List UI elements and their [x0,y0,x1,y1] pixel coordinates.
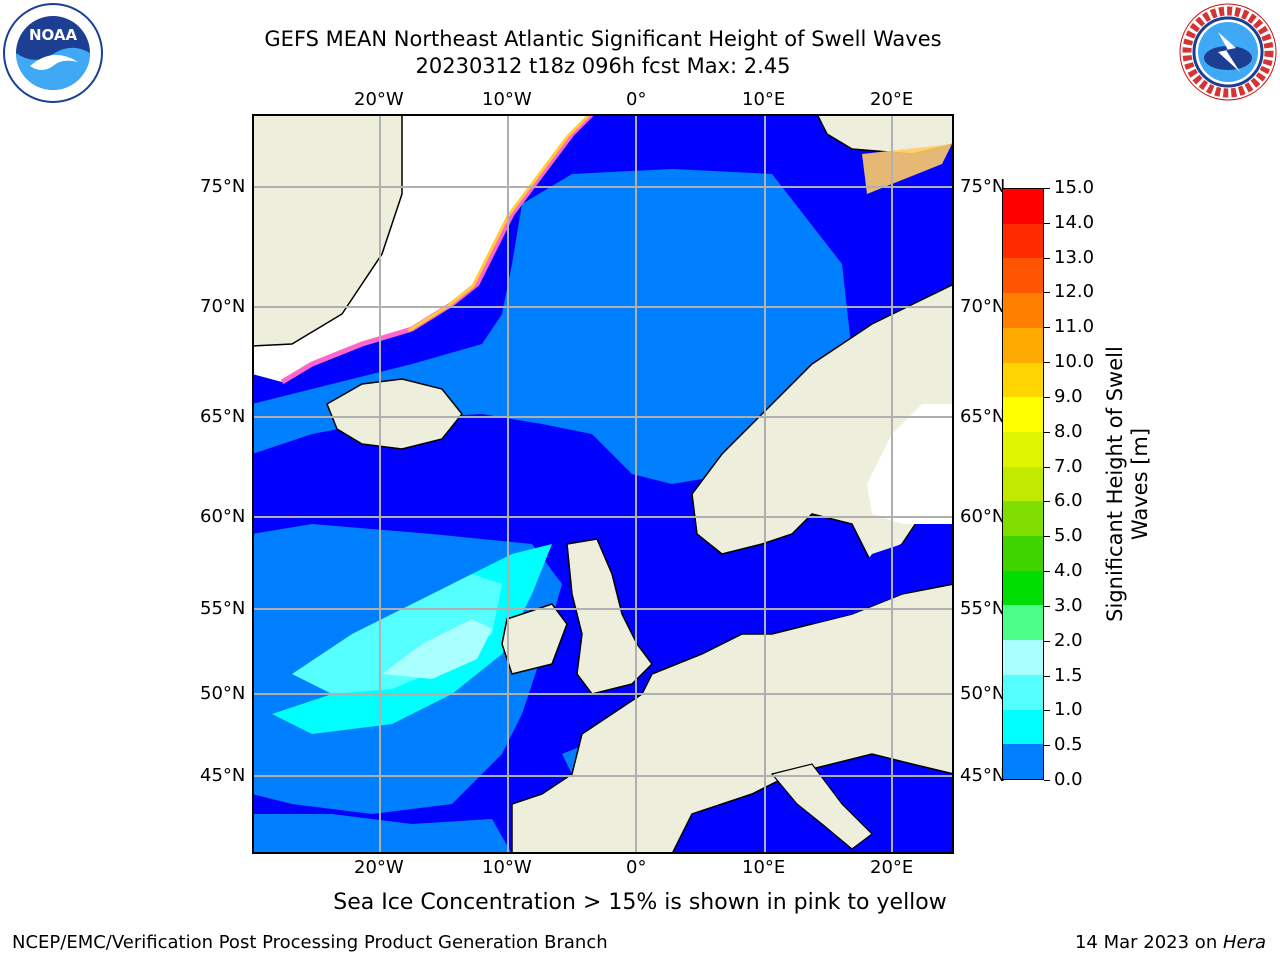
lon-label-bottom-20e: 20°E [870,857,914,878]
colorbar-tick-mark [1044,571,1050,573]
colorbar-tick-mark [1044,431,1050,433]
colorbar-tick-label: 11.0 [1054,316,1095,338]
colorbar-tick-label: 5.0 [1054,525,1083,547]
lat-label-left-50n: 50°N [200,683,246,704]
colorbar-tick-label: 4.0 [1054,560,1083,582]
colorbar-swatch [1003,466,1043,502]
colorbar-tick-mark [1044,745,1050,747]
lon-label-top-20e: 20°E [870,89,914,110]
colorbar-tick-mark [1044,292,1050,294]
colorbar-swatch [1003,570,1043,606]
lon-label-top-10e: 10°E [742,89,786,110]
colorbar-swatch [1003,501,1043,537]
noaa-logo: NOAA [2,2,104,104]
colorbar-swatch [1003,258,1043,294]
colorbar-tick-label: 6.0 [1054,490,1083,512]
colorbar-tick-label: 1.5 [1054,664,1083,686]
lat-label-left-65n: 65°N [200,406,246,427]
colorbar-tick-mark [1044,257,1050,259]
colorbar-tick-mark [1044,396,1050,398]
colorbar-swatch [1003,362,1043,398]
colorbar-swatch [1003,431,1043,467]
date-text: 14 Mar 2023 on [1074,932,1223,953]
colorbar-swatch [1003,536,1043,571]
colorbar-tick-label: 12.0 [1054,281,1095,303]
colorbar-tick-label: 7.0 [1054,455,1083,477]
colorbar-tick-mark [1044,605,1050,607]
machine-name: Hera [1222,932,1266,953]
colorbar-tick-mark [1044,780,1050,781]
colorbar-tick-label: 0.5 [1054,734,1083,756]
lon-label-top-0: 0° [626,89,647,110]
colorbar-title: Significant Height of Swell Waves [m] [1103,346,1152,622]
colorbar-tick-label: 1.0 [1054,699,1083,721]
lat-label-right-45n: 45°N [960,765,1006,786]
colorbar-swatch [1003,640,1043,675]
colorbar-swatch [1003,397,1043,432]
colorbar-tick-label: 15.0 [1054,177,1095,198]
lon-label-top-10w: 10°W [482,89,532,110]
colorbar [1002,188,1044,780]
lon-label-bottom-10e: 10°E [742,857,786,878]
lat-label-left-60n: 60°N [200,506,246,527]
colorbar-tick-label: 8.0 [1054,420,1083,442]
map-area [252,114,954,854]
colorbar-tick-mark [1044,640,1050,642]
lat-label-right-55n: 55°N [960,598,1006,619]
lon-label-bottom-10w: 10°W [482,857,532,878]
colorbar-tick-label: 10.0 [1054,351,1095,373]
credit-text: NCEP/EMC/Verification Post Processing Pr… [12,932,608,953]
colorbar-tick-mark [1044,501,1050,503]
chart-title: GEFS MEAN Northeast Atlantic Significant… [264,27,942,51]
chart-subtitle: 20230312 t18z 096h fcst Max: 2.45 [415,54,791,78]
colorbar-tick-mark [1044,710,1050,712]
lat-label-left-70n: 70°N [200,296,246,317]
colorbar-swatch [1003,189,1043,224]
sea-ice-note-text: Sea Ice Concentration > 15% is shown in … [333,890,947,915]
colorbar-tick-mark [1044,188,1050,189]
colorbar-swatch [1003,744,1043,779]
lat-label-right-75n: 75°N [960,176,1006,197]
lat-label-right-60n: 60°N [960,506,1006,527]
colorbar-tick-mark [1044,466,1050,468]
colorbar-tick-label: 3.0 [1054,594,1083,616]
colorbar-tick-mark [1044,536,1050,538]
lon-label-bottom-20w: 20°W [354,857,404,878]
colorbar-swatch [1003,293,1043,328]
lat-label-right-65n: 65°N [960,406,1006,427]
date-stamp: 14 Mar 2023 on Hera [1075,932,1266,953]
colorbar-tick-label: 14.0 [1054,211,1095,233]
nws-logo [1178,2,1278,102]
lat-label-left-55n: 55°N [200,598,246,619]
colorbar-swatch [1003,223,1043,259]
noaa-logo-text: NOAA [29,26,78,44]
colorbar-tick-label: 13.0 [1054,246,1095,268]
lat-label-left-75n: 75°N [200,176,246,197]
colorbar-swatch [1003,674,1043,710]
lat-label-right-50n: 50°N [960,683,1006,704]
lon-label-top-20w: 20°W [354,89,404,110]
colorbar-tick-mark [1044,362,1050,364]
colorbar-tick-mark [1044,675,1050,677]
sea-ice-note: Sea Ice Concentration > 15% is shown in … [0,890,1280,915]
colorbar-tick-mark [1044,222,1050,224]
colorbar-swatch [1003,605,1043,641]
lat-label-right-70n: 70°N [960,296,1006,317]
colorbar-tick-label: 9.0 [1054,385,1083,407]
colorbar-tick-mark [1044,327,1050,329]
colorbar-tick-label: 2.0 [1054,629,1083,651]
lon-label-bottom-0: 0° [626,857,647,878]
lat-label-left-45n: 45°N [200,765,246,786]
colorbar-tick-label: 0.0 [1054,769,1083,790]
colorbar-swatch [1003,709,1043,745]
colorbar-swatch [1003,327,1043,363]
